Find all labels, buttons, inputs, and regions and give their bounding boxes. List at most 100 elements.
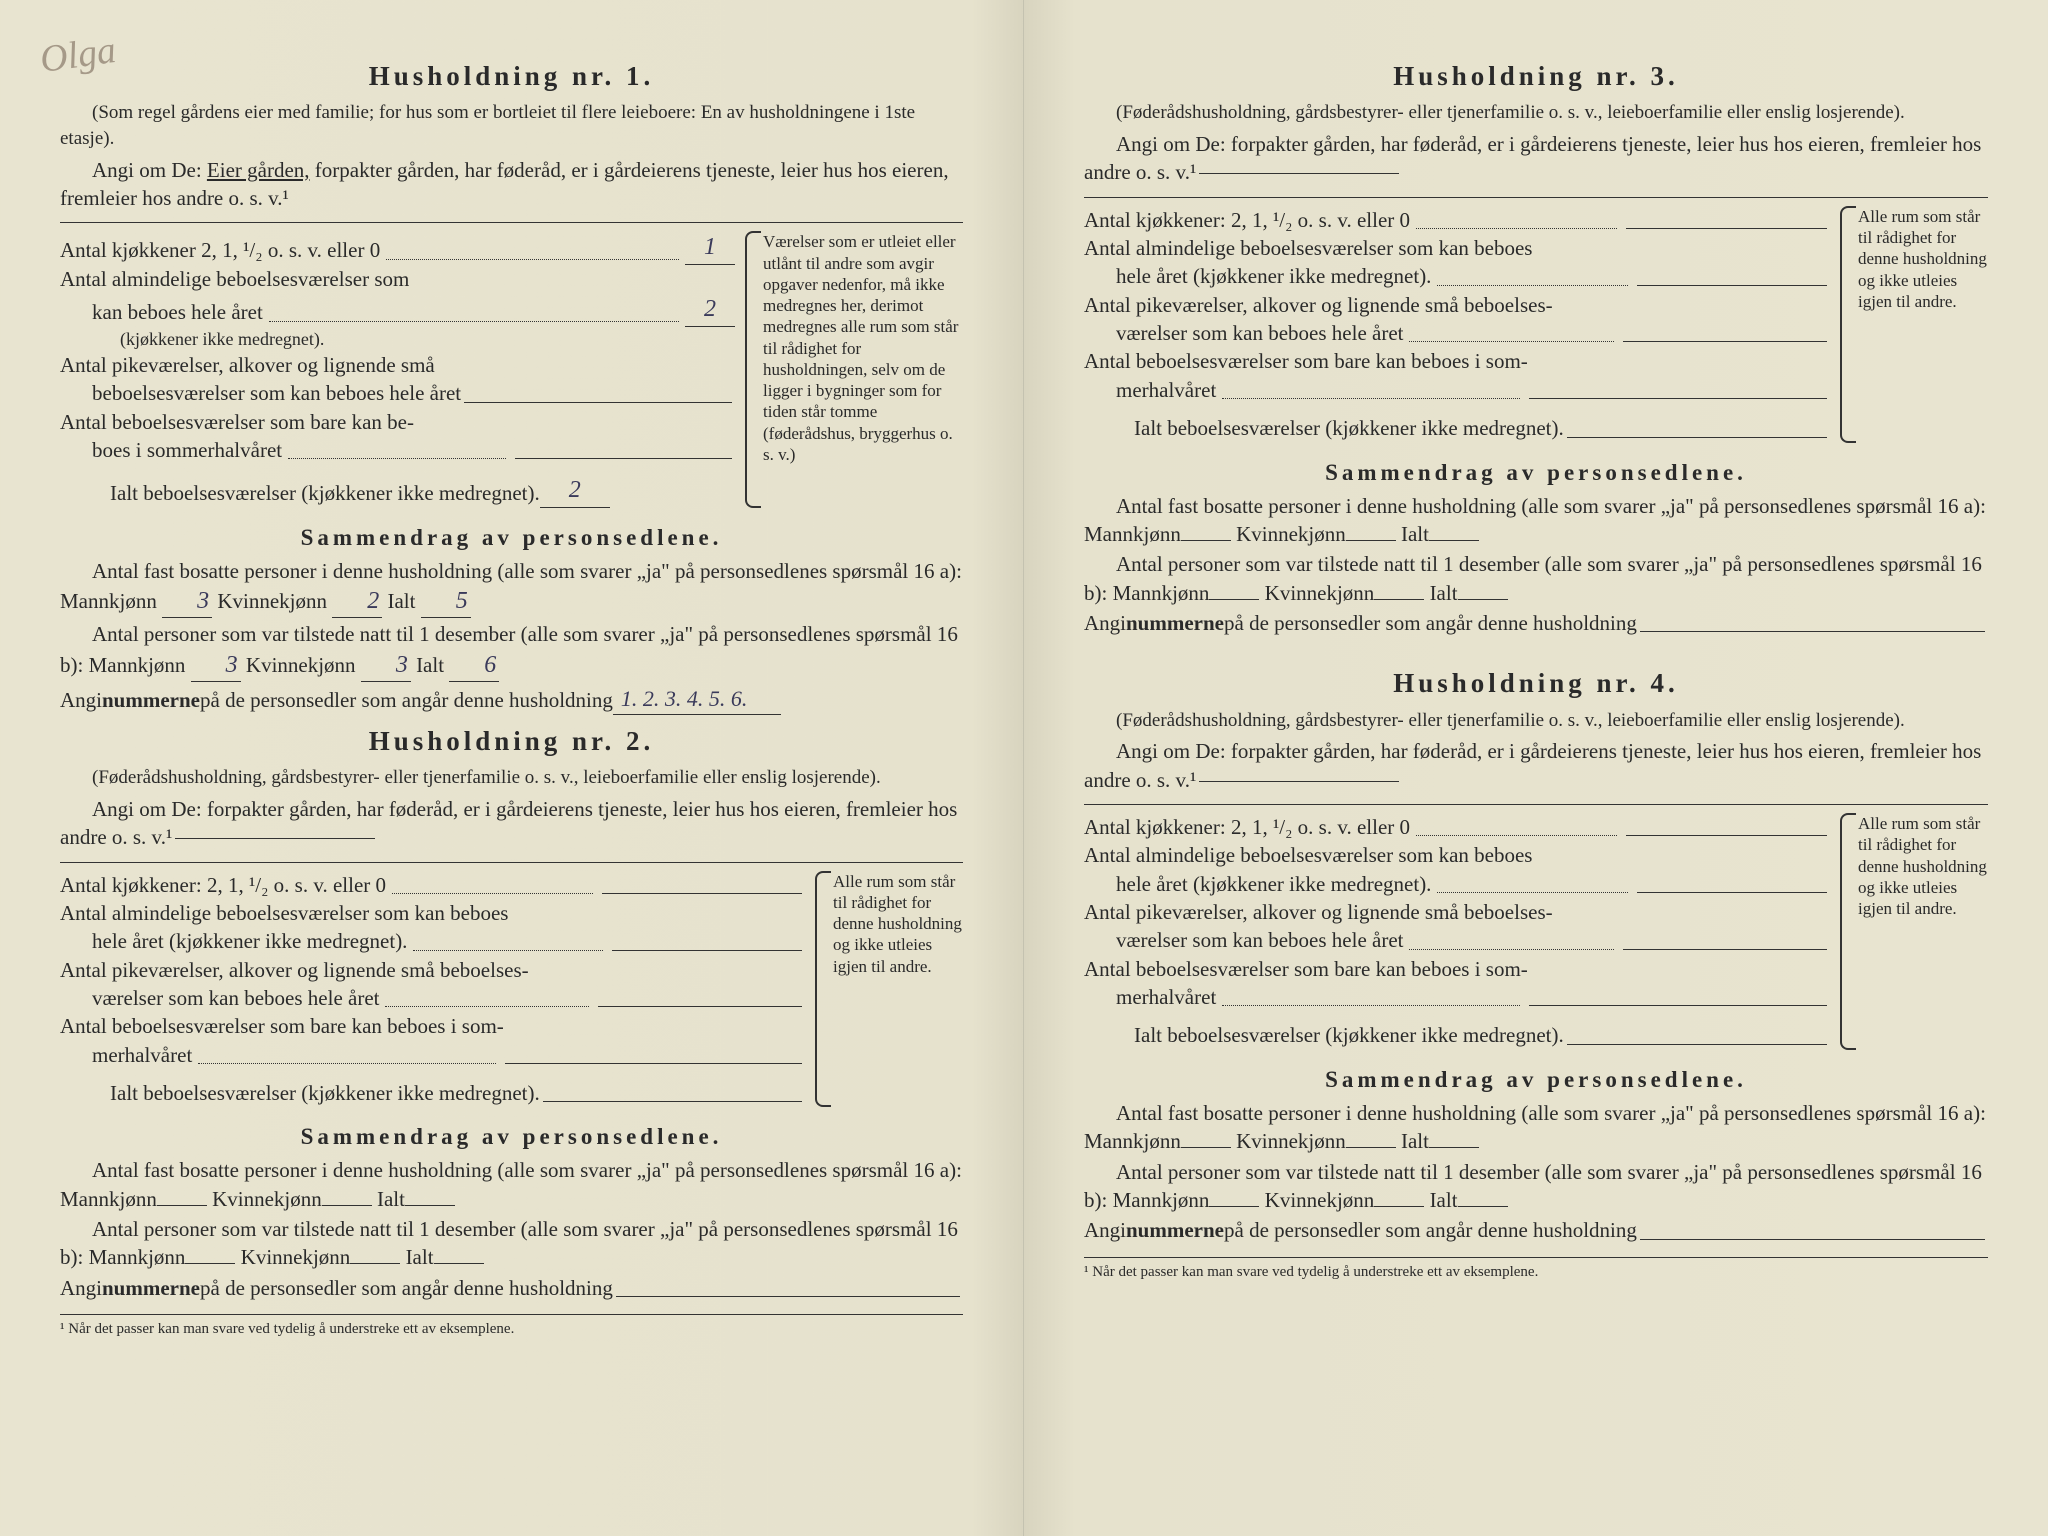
h2-paren: (Føderådshusholdning, gårdsbestyrer- ell… — [60, 765, 963, 791]
ialt-lbl: Ialt — [1401, 1129, 1429, 1153]
v-alm: 2 — [685, 293, 735, 326]
q-sommer2: merhalvåret — [1116, 983, 1216, 1011]
left-footnote: ¹ Når det passer kan man svare ved tydel… — [60, 1314, 963, 1339]
h3-title: Husholdning nr. 3. — [1084, 58, 1988, 94]
h1-rooms-questions: Antal kjøkkener 2, 1, ¹/₂ o. s. v. eller… — [60, 231, 735, 507]
divider — [1084, 197, 1988, 198]
h3-tilstede-line: Antal personer som var tilstede natt til… — [1084, 550, 1988, 607]
h3-angi-text: Angi om De: forpakter gården, har føderå… — [1084, 132, 1981, 184]
tilstede-ialt: 6 — [449, 649, 499, 682]
h4-angi-text: Angi om De: forpakter gården, har føderå… — [1084, 739, 1981, 791]
k-lbl: Kvinnekjønn — [241, 1245, 351, 1269]
q-pike1: Antal pikeværelser, alkover og lignende … — [60, 956, 805, 984]
h1-title: Husholdning nr. 1. — [60, 58, 963, 94]
h3-angi: Angi om De: forpakter gården, har føderå… — [1084, 130, 1988, 187]
angi-underlined: Eier gården, — [207, 158, 310, 182]
q-pike2: beboelsesværelser som kan beboes hele år… — [92, 379, 461, 407]
h4-brace-note: Alle rum som står til rådighet for denne… — [1840, 813, 1988, 1050]
h3-fast-line: Antal fast bosatte personer i denne hush… — [1084, 492, 1988, 549]
divider — [60, 862, 963, 863]
h3-brace-note: Alle rum som står til rådighet for denne… — [1840, 206, 1988, 443]
h4-paren: (Føderådshusholdning, gårdsbestyrer- ell… — [1084, 708, 1988, 734]
q-sommer1: Antal beboelsesværelser som bare kan be- — [60, 408, 735, 436]
q-pike2: værelser som kan beboes hele året — [1116, 926, 1403, 954]
tilstede-pre: Antal personer som var tilstede natt til… — [60, 1217, 958, 1269]
h4-angi: Angi om De: forpakter gården, har føderå… — [1084, 737, 1988, 794]
num-bold: nummerne — [102, 1274, 200, 1302]
k-lbl: Kvinnekjønn — [1236, 522, 1346, 546]
h3-paren: (Føderådshusholdning, gårdsbestyrer- ell… — [1084, 100, 1988, 126]
q-pike2: værelser som kan beboes hele året — [92, 984, 379, 1012]
h1-angi: Angi om De: Eier gården, forpakter gårde… — [60, 156, 963, 213]
num-rest: på de personsedler som angår denne husho… — [1224, 609, 1637, 637]
h2-title: Husholdning nr. 2. — [60, 723, 963, 759]
num-pre: Angi — [1084, 609, 1126, 637]
h4-fast-line: Antal fast bosatte personer i denne hush… — [1084, 1099, 1988, 1156]
k-lbl: Kvinnekjønn — [212, 1187, 322, 1211]
divider — [60, 222, 963, 223]
q-ialt: Ialt beboelsesværelser (kjøkkener ikke m… — [110, 1079, 540, 1107]
q-kjokken: Antal kjøkkener: 2, 1, ¹/₂ o. s. v. elle… — [1084, 813, 1410, 841]
h2-fast-line: Antal fast bosatte personer i denne hush… — [60, 1156, 963, 1213]
q-sommer1: Antal beboelsesværelser som bare kan beb… — [60, 1012, 805, 1040]
h2-brace-note: Alle rum som står til rådighet for denne… — [815, 871, 963, 1108]
num-pre: Angi — [60, 686, 102, 714]
tilstede-pre: Antal personer som var tilstede natt til… — [1084, 1160, 1982, 1212]
q-ialt: Ialt beboelsesværelser (kjøkkener ikke m… — [1134, 1021, 1564, 1049]
q-sommer1: Antal beboelsesværelser som bare kan beb… — [1084, 347, 1830, 375]
q-alm-note: (kjøkkener ikke medregnet). — [120, 327, 735, 351]
h4-nummerne-line: Angi nummerne på de personsedler som ang… — [1084, 1216, 1988, 1244]
ialt-lbl: Ialt — [1430, 1188, 1458, 1212]
v-ialt: 2 — [540, 474, 610, 507]
tilstede-k-label: Kvinnekjønn — [246, 653, 356, 677]
num-bold: nummerne — [102, 686, 200, 714]
ialt-lbl: Ialt — [377, 1187, 405, 1211]
fast-pre: Antal fast bosatte personer i denne hush… — [1084, 494, 1986, 546]
q-sommer1: Antal beboelsesværelser som bare kan beb… — [1084, 955, 1830, 983]
num-pre: Angi — [1084, 1216, 1126, 1244]
ialt-lbl: Ialt — [1401, 522, 1429, 546]
num-val: 1. 2. 3. 4. 5. 6. — [613, 684, 781, 715]
v-kjokken: 1 — [685, 231, 735, 264]
num-rest: på de personsedler som angår denne husho… — [200, 1274, 613, 1302]
q-kjokken: Antal kjøkkener: 2, 1, ¹/₂ o. s. v. elle… — [60, 871, 386, 899]
k-lbl: Kvinnekjønn — [1265, 581, 1375, 605]
fast-m: 3 — [162, 585, 212, 618]
q-sommer2: boes i sommerhalvåret — [92, 436, 282, 464]
h1-sammendrag-title: Sammendrag av personsedlene. — [60, 522, 963, 553]
h2-angi: Angi om De: forpakter gården, har føderå… — [60, 795, 963, 852]
h1-paren: (Som regel gårdens eier med familie; for… — [60, 100, 963, 151]
tilstede-m: 3 — [191, 649, 241, 682]
num-bold: nummerne — [1126, 609, 1224, 637]
ialt-lbl: Ialt — [406, 1245, 434, 1269]
right-footnote: ¹ Når det passer kan man svare ved tydel… — [1084, 1257, 1988, 1282]
q-ialt: Ialt beboelsesværelser (kjøkkener ikke m… — [1134, 414, 1564, 442]
tilstede-pre: Antal personer som var tilstede natt til… — [1084, 552, 1982, 604]
h2-rooms-questions: Antal kjøkkener: 2, 1, ¹/₂ o. s. v. elle… — [60, 871, 805, 1108]
q-alm2: hele året (kjøkkener ikke medregnet). — [92, 927, 407, 955]
h2-tilstede-line: Antal personer som var tilstede natt til… — [60, 1215, 963, 1272]
q-sommer2: merhalvåret — [1116, 376, 1216, 404]
h4-rooms-block: Antal kjøkkener: 2, 1, ¹/₂ o. s. v. elle… — [1084, 813, 1988, 1050]
q-alm1: Antal almindelige beboelsesværelser som — [60, 265, 735, 293]
fast-ialt-label: Ialt — [387, 589, 415, 613]
num-pre: Angi — [60, 1274, 102, 1302]
q-pike1: Antal pikeværelser, alkover og lignende … — [1084, 898, 1830, 926]
h1-tilstede-line: Antal personer som var tilstede natt til… — [60, 620, 963, 682]
q-pike2: værelser som kan beboes hele året — [1116, 319, 1403, 347]
h4-tilstede-line: Antal personer som var tilstede natt til… — [1084, 1158, 1988, 1215]
left-page: Olga Husholdning nr. 1. (Som regel gårde… — [0, 0, 1024, 1536]
num-bold: nummerne — [1126, 1216, 1224, 1244]
k-lbl: Kvinnekjønn — [1265, 1188, 1375, 1212]
h3-sammendrag-title: Sammendrag av personsedlene. — [1084, 457, 1988, 488]
angi-pre: Angi om De: — [92, 158, 207, 182]
num-rest: på de personsedler som angår denne husho… — [200, 686, 613, 714]
q-alm2: hele året (kjøkkener ikke medregnet). — [1116, 870, 1431, 898]
q-alm1: Antal almindelige beboelsesværelser som … — [60, 899, 805, 927]
fast-ialt: 5 — [421, 585, 471, 618]
ialt-lbl: Ialt — [1430, 581, 1458, 605]
num-rest: på de personsedler som angår denne husho… — [1224, 1216, 1637, 1244]
k-lbl: Kvinnekjønn — [1236, 1129, 1346, 1153]
fast-k: 2 — [332, 585, 382, 618]
h1-brace-note: Værelser som er utleiet eller utlånt til… — [745, 231, 963, 507]
